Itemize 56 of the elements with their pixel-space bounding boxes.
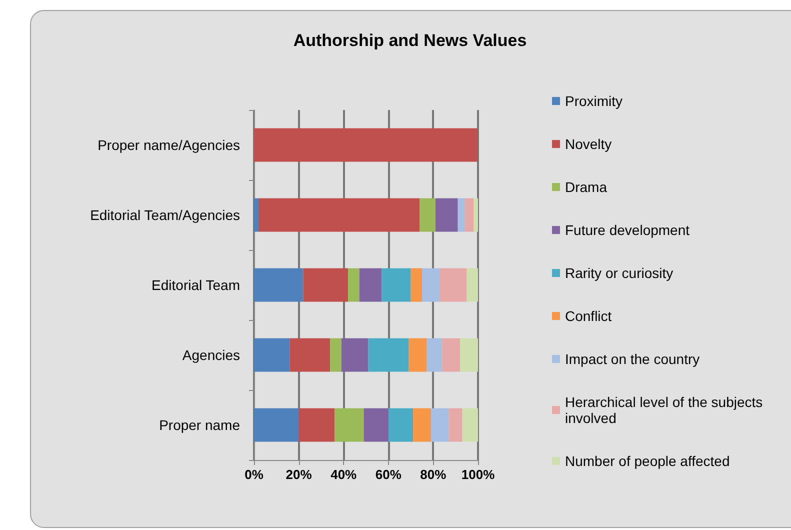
- bar: [422, 268, 440, 302]
- x-tick-label: 40%: [330, 467, 358, 482]
- bar: [413, 408, 431, 442]
- legend-label: Drama: [565, 179, 608, 195]
- y-tick-label: Editorial Team/Agencies: [90, 207, 240, 223]
- legend-label: Rarity or curiosity: [565, 265, 674, 281]
- bar: [364, 408, 388, 442]
- legend-label: Number of people affected: [565, 453, 730, 469]
- bar: [368, 338, 409, 372]
- bar: [464, 198, 474, 232]
- bar: [442, 338, 460, 372]
- bar: [435, 198, 458, 232]
- bar: [420, 198, 436, 232]
- bar: [462, 408, 478, 442]
- y-tick-label: Editorial Team: [152, 277, 240, 293]
- bar: [348, 268, 360, 302]
- bar: [341, 338, 368, 372]
- bar: [254, 198, 258, 232]
- bar: [382, 268, 411, 302]
- x-tick-label: 100%: [461, 467, 496, 482]
- bar: [408, 338, 426, 372]
- bar: [440, 268, 467, 302]
- bar: [254, 338, 290, 372]
- x-tick-label: 0%: [244, 467, 264, 482]
- y-tick-label: Proper name: [159, 417, 240, 433]
- legend-label: Proximity: [565, 93, 623, 109]
- bar: [254, 128, 478, 162]
- legend-label: Herarchical level of the subjects involved: [565, 394, 767, 426]
- bar: [458, 198, 465, 232]
- bar: [410, 268, 422, 302]
- bar: [254, 408, 299, 442]
- bar: [303, 268, 348, 302]
- bar: [460, 338, 478, 372]
- bar: [448, 408, 462, 442]
- bar: [330, 338, 342, 372]
- bar: [298, 408, 335, 442]
- x-tick-label: 60%: [375, 467, 402, 482]
- bar: [290, 338, 330, 372]
- y-tick-label: Proper name/Agencies: [98, 137, 240, 153]
- bar: [359, 268, 382, 302]
- bar: [430, 408, 449, 442]
- bar: [254, 268, 304, 302]
- bar: [474, 198, 478, 232]
- legend-label: Impact on the country: [565, 351, 700, 367]
- bar: [466, 268, 478, 302]
- bar: [426, 338, 442, 372]
- x-tick-label: 20%: [286, 467, 312, 482]
- legend-label: Novelty: [565, 136, 612, 152]
- bar: [258, 198, 420, 232]
- chart-title: Authorship and News Values: [293, 31, 527, 50]
- legend-label: Conflict: [565, 308, 612, 324]
- x-tick-label: 80%: [420, 467, 447, 482]
- bar: [388, 408, 414, 442]
- legend-label: Future development: [565, 222, 690, 238]
- bar: [334, 408, 364, 442]
- y-tick-label: Agencies: [182, 347, 240, 363]
